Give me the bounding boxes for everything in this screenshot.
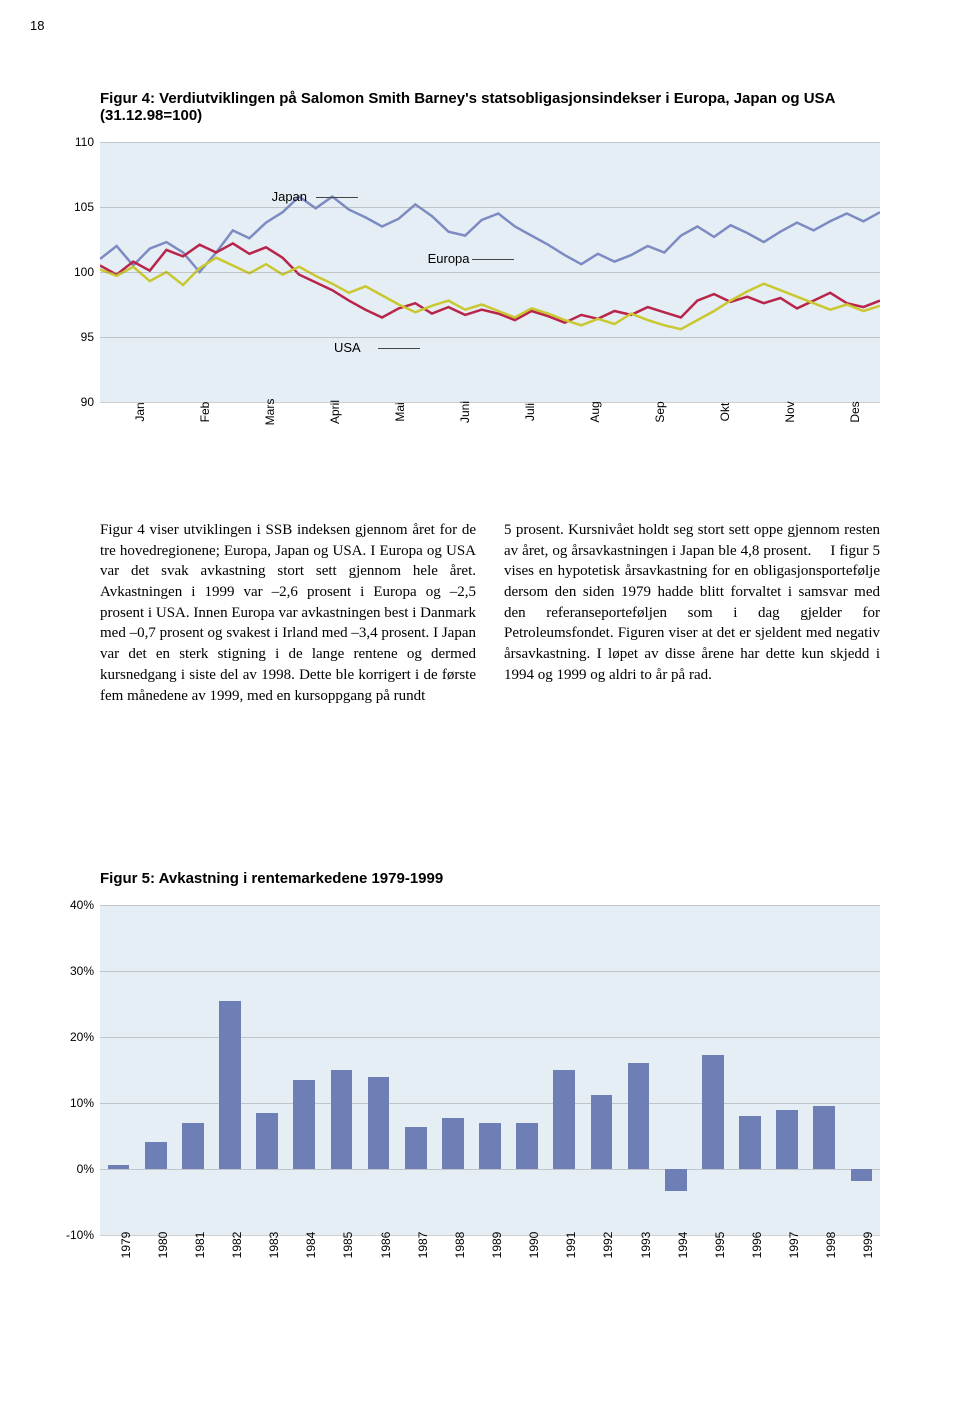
y-tick-label: 100 [74, 265, 94, 279]
x-tick-label: 1989 [490, 1232, 504, 1259]
figure-4-plot: 9095100105110JanFebMarsAprilMaiJuniJuliA… [100, 142, 880, 402]
x-tick-label: 1991 [564, 1232, 578, 1259]
x-tick-label: 1984 [304, 1232, 318, 1259]
figure-4: Figur 4: Verdiutviklingen på Salomon Smi… [100, 90, 880, 402]
bar [145, 1142, 167, 1169]
bar [665, 1169, 687, 1191]
x-tick-label: Nov [783, 401, 797, 422]
x-tick-label: Okt [718, 403, 732, 422]
x-tick-label: Jan [133, 402, 147, 421]
series-arrow [378, 348, 420, 349]
y-tick-label: 0% [77, 1162, 94, 1176]
gridline [100, 1169, 880, 1170]
x-tick-label: 1994 [676, 1232, 690, 1259]
bar [256, 1113, 278, 1169]
x-tick-label: 1996 [750, 1232, 764, 1259]
series-label-Europa: Europa [428, 251, 470, 266]
series-USA [100, 258, 880, 330]
gridline [100, 207, 880, 208]
gridline [100, 905, 880, 906]
x-tick-label: Mai [393, 402, 407, 421]
x-tick-label: 1981 [193, 1232, 207, 1259]
x-tick-label: 1987 [416, 1232, 430, 1259]
series-arrow [316, 197, 358, 198]
bar [591, 1095, 613, 1169]
bar [368, 1077, 390, 1169]
x-tick-label: 1998 [824, 1232, 838, 1259]
bar [182, 1123, 204, 1169]
x-tick-label: 1990 [527, 1232, 541, 1259]
figure-5-title: Figur 5: Avkastning i rentemarkedene 197… [100, 870, 880, 887]
x-tick-label: Mars [263, 399, 277, 426]
bar [628, 1063, 650, 1169]
x-tick-label: 1979 [119, 1232, 133, 1259]
bar [516, 1123, 538, 1169]
y-tick-label: 110 [75, 135, 94, 149]
figure-4-title: Figur 4: Verdiutviklingen på Salomon Smi… [100, 90, 880, 124]
series-label-Japan: Japan [272, 189, 307, 204]
x-tick-label: 1997 [787, 1232, 801, 1259]
gridline [100, 1103, 880, 1104]
x-tick-label: Des [848, 401, 862, 422]
x-tick-label: 1983 [267, 1232, 281, 1259]
bar [479, 1123, 501, 1169]
bar [851, 1169, 873, 1181]
x-tick-label: April [328, 400, 342, 424]
x-tick-label: Juli [523, 403, 537, 421]
x-tick-label: 1980 [156, 1232, 170, 1259]
x-tick-label: 1993 [639, 1232, 653, 1259]
x-tick-label: 1999 [861, 1232, 875, 1259]
page-number: 18 [30, 18, 44, 33]
x-tick-label: 1985 [341, 1232, 355, 1259]
y-tick-label: -10% [66, 1228, 94, 1242]
body-col-left: Figur 4 viser utviklingen i SSB indeksen… [100, 520, 476, 706]
x-tick-label: 1986 [379, 1232, 393, 1259]
y-tick-label: 20% [70, 1030, 94, 1044]
x-tick-label: 1988 [453, 1232, 467, 1259]
figure-5: Figur 5: Avkastning i rentemarkedene 197… [100, 870, 880, 1235]
x-tick-label: 1995 [713, 1232, 727, 1259]
bar [442, 1118, 464, 1169]
gridline [100, 1037, 880, 1038]
y-tick-label: 95 [81, 330, 94, 344]
body-col-right: 5 prosent. Kursnivået holdt seg stort se… [504, 520, 880, 706]
series-label-USA: USA [334, 340, 361, 355]
bar [553, 1070, 575, 1169]
gridline [100, 142, 880, 143]
figure-5-plot: -10%0%10%20%30%40%1979198019811982198319… [100, 905, 880, 1235]
x-tick-label: Juni [458, 401, 472, 423]
x-tick-label: Feb [198, 402, 212, 423]
x-tick-label: 1982 [230, 1232, 244, 1259]
y-tick-label: 90 [81, 395, 94, 409]
bar [702, 1055, 724, 1169]
x-tick-label: Aug [588, 401, 602, 422]
gridline [100, 272, 880, 273]
y-tick-label: 105 [74, 200, 94, 214]
bar [739, 1116, 761, 1169]
bar [108, 1165, 130, 1169]
gridline [100, 337, 880, 338]
bar [405, 1127, 427, 1169]
x-tick-label: 1992 [601, 1232, 615, 1259]
series-arrow [472, 259, 514, 260]
y-tick-label: 40% [70, 898, 94, 912]
body-paragraphs: Figur 4 viser utviklingen i SSB indeksen… [100, 520, 880, 706]
bar [776, 1110, 798, 1169]
bar [293, 1080, 315, 1169]
bar [331, 1070, 353, 1169]
x-tick-label: Sep [653, 401, 667, 422]
gridline [100, 971, 880, 972]
gridline [100, 402, 880, 403]
y-tick-label: 10% [70, 1096, 94, 1110]
bar [219, 1001, 241, 1169]
bar [813, 1106, 835, 1169]
y-tick-label: 30% [70, 964, 94, 978]
